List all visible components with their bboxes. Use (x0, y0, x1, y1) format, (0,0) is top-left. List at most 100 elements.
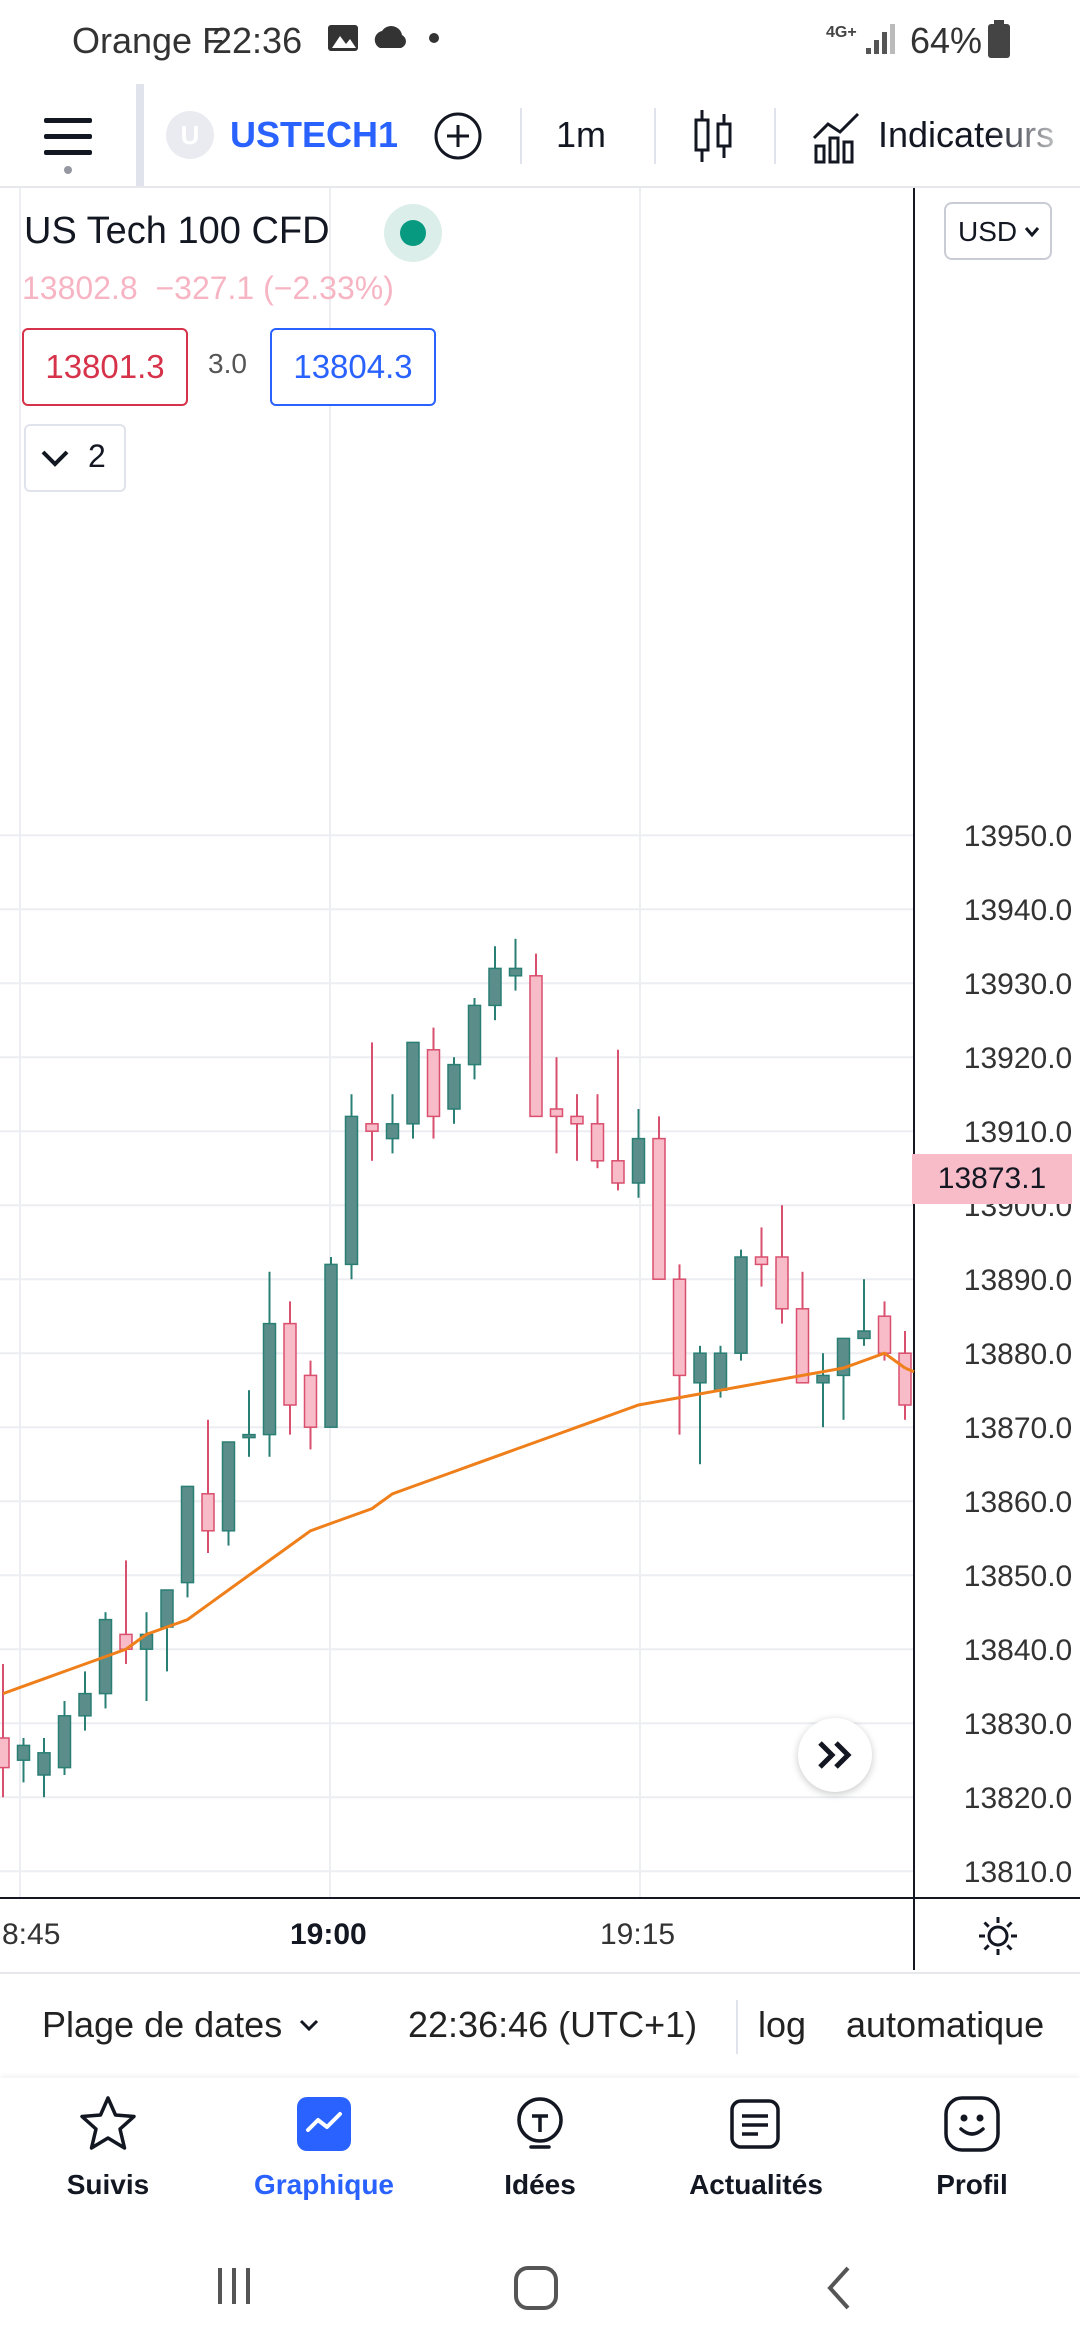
candle-body (754, 1256, 769, 1266)
currency-select[interactable]: USD (944, 202, 1052, 260)
system-navigation-bar (0, 2228, 1080, 2340)
double-chevron-right-icon (818, 1741, 852, 1769)
nav-item-suivis[interactable]: Suivis (18, 2094, 198, 2201)
add-symbol-icon[interactable] (432, 110, 484, 162)
home-icon[interactable] (512, 2264, 560, 2312)
candle-body (693, 1352, 707, 1384)
ask-button[interactable]: 13804.3 (270, 328, 436, 406)
chevron-down-icon (299, 2019, 319, 2032)
candle-body (488, 967, 502, 1007)
gallery-icon (328, 25, 358, 51)
chart-settings-icon[interactable] (976, 1914, 1020, 1958)
candle-body (672, 1278, 687, 1377)
candle-body (201, 1493, 215, 1532)
clock-label: 22:36 (212, 20, 303, 61)
candle-body (283, 1322, 297, 1406)
price-tick-label: 13880.0 (964, 1338, 1072, 1371)
signal-icon (866, 24, 895, 54)
candle-style-icon[interactable] (690, 106, 738, 166)
recent-apps-icon[interactable] (212, 2264, 256, 2308)
price-tick-label: 13840.0 (964, 1634, 1072, 1667)
price-chart[interactable]: 13950.013940.013930.013920.013910.013900… (0, 188, 1080, 1970)
menu-icon[interactable] (40, 114, 96, 162)
nav-item-actualites[interactable]: Actualités (666, 2094, 846, 2201)
price-tick-label: 13850.0 (964, 1560, 1072, 1593)
spread-label: 3.0 (208, 348, 247, 379)
time-label-center: 19:00 (290, 1918, 367, 1951)
chart-icon (297, 2097, 351, 2151)
indicators-icon[interactable] (810, 108, 862, 164)
currency-value: USD (958, 216, 1018, 247)
chevron-down-icon (41, 450, 69, 467)
lightbulb-icon (517, 2097, 563, 2149)
candle-body (344, 1115, 359, 1266)
candle-body (877, 1315, 892, 1354)
last-price-tag: 13873.1 (912, 1154, 1072, 1204)
symbol-badge: U (166, 111, 214, 159)
smiley-icon (944, 2096, 1000, 2152)
collapsed-count: 2 (88, 438, 106, 474)
candle-body (611, 1160, 625, 1184)
interval-button[interactable]: 1m (556, 114, 607, 155)
bid-button[interactable]: 13801.3 (22, 328, 188, 406)
moving-average-line (2, 1351, 906, 1696)
candle-body (365, 1123, 379, 1132)
scroll-to-realtime-button[interactable] (798, 1718, 872, 1792)
chart-bottom-bar: Plage de dates 22:36:46 (UTC+1) log auto… (0, 1972, 1080, 2080)
price-tick-label: 13870.0 (964, 1412, 1072, 1445)
symbol-button[interactable]: USTECH1 (230, 114, 399, 155)
log-scale-toggle[interactable]: log (758, 2004, 807, 2045)
chart-toolbar: U USTECH1 1m Indicateurs (0, 84, 1080, 188)
candle-body (426, 1049, 441, 1118)
nav-item-idees[interactable]: Idées (450, 2094, 630, 2201)
candle-body (242, 1433, 256, 1439)
price-tick-label: 13920.0 (964, 1042, 1072, 1075)
chart-area[interactable]: 13950.0 13940.0 13930.0 13920.0 13910.0 13900… (0, 188, 1080, 1970)
auto-scale-toggle[interactable]: automatique (846, 2004, 1045, 2045)
price-tick-label: 13810.0 (964, 1856, 1072, 1889)
price-tick-label: 13820.0 (964, 1782, 1072, 1815)
moving-average-line (904, 1366, 915, 1374)
status-bar: Orange F 22:36 4G+ 64% (0, 0, 1080, 84)
candle-body (303, 1374, 318, 1428)
candle-body (775, 1256, 789, 1310)
nav-label: Idées (504, 2169, 576, 2200)
network-label: 4G+ (826, 24, 857, 41)
price-tick-label: 13890.0 (964, 1264, 1072, 1297)
price-tick-label: 13830.0 (964, 1708, 1072, 1741)
candle-body (734, 1256, 748, 1354)
nav-label: Profil (936, 2169, 1008, 2200)
candle-body (16, 1744, 31, 1761)
time-label-left: 8:45 (2, 1918, 61, 1951)
notification-dot (64, 166, 72, 174)
candle-body (221, 1441, 236, 1532)
date-range-button[interactable]: Plage de dates (40, 1974, 340, 2078)
candle-body (590, 1123, 605, 1162)
time-zone-clock[interactable]: 22:36:46 (UTC+1) (408, 2004, 698, 2045)
candle-body (37, 1752, 51, 1776)
candle-body (549, 1108, 564, 1118)
toolbar-fade (990, 84, 1080, 186)
nav-label: Graphique (253, 2169, 394, 2200)
candle-body (898, 1352, 912, 1406)
candle-body (385, 1123, 400, 1140)
legend-collapse-button[interactable]: 2 (24, 424, 126, 492)
back-icon[interactable] (820, 2264, 860, 2312)
market-status-indicator[interactable] (384, 204, 442, 262)
candle-body (406, 1041, 420, 1125)
candle-body (447, 1063, 461, 1110)
toolbar-divider (136, 84, 144, 186)
nav-item-graphique[interactable]: Graphique (234, 2094, 414, 2201)
candle-body (160, 1589, 174, 1628)
nav-item-profil[interactable]: Profil (882, 2094, 1062, 2201)
candle-body (324, 1263, 338, 1428)
divider (736, 2000, 738, 2054)
candle-body (180, 1485, 195, 1584)
bottom-navigation: Suivis Graphique Idées Actualités Pr (0, 2078, 1080, 2228)
candle-body (816, 1374, 830, 1384)
cloud-icon (374, 26, 406, 48)
candle-body (262, 1322, 277, 1436)
candle-body (508, 967, 523, 977)
candle-body (78, 1692, 92, 1717)
instrument-title[interactable]: US Tech 100 CFD (24, 210, 330, 252)
